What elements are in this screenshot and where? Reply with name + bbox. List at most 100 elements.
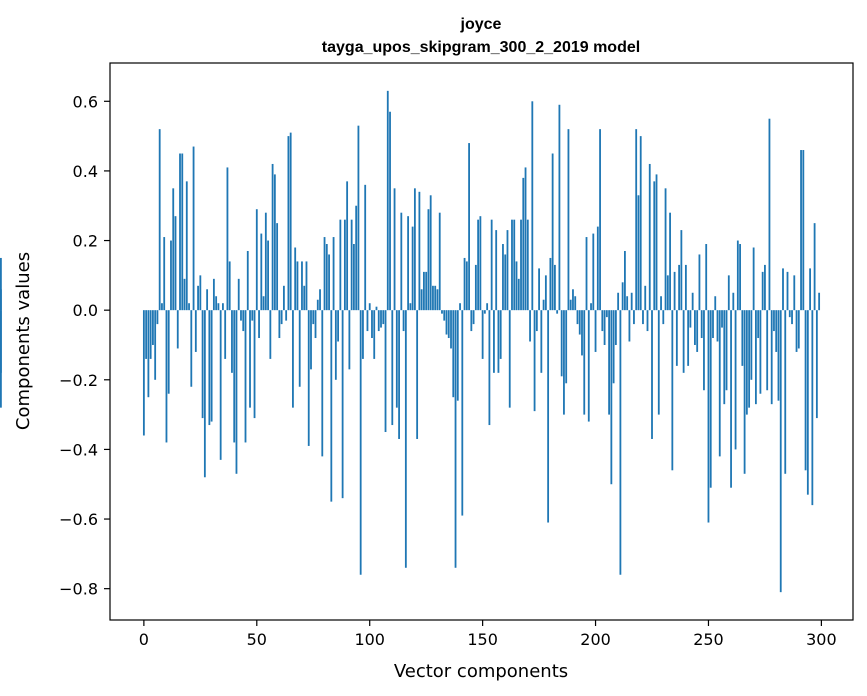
bar-161 [506, 230, 509, 311]
bar-22 [192, 146, 195, 311]
bar-175 [538, 268, 540, 311]
bar-252 [712, 310, 714, 339]
bar-208 [612, 310, 615, 384]
bar-139 [456, 310, 459, 401]
bar-215 [628, 310, 631, 342]
x-tick-label-1: 50 [247, 630, 267, 649]
bar-158 [499, 310, 502, 359]
bar-169 [524, 167, 527, 311]
bar-150 [481, 310, 484, 359]
bar-138 [454, 310, 457, 568]
bar-37 [226, 167, 229, 311]
bar-260 [730, 310, 732, 488]
bar-204 [603, 310, 606, 345]
bar-289 [795, 310, 798, 352]
bar-225 [651, 310, 653, 439]
bar-212 [621, 282, 624, 311]
bar-198 [590, 303, 592, 311]
bar-201 [596, 226, 599, 311]
bar-224 [648, 163, 651, 311]
y-axis-ticks: −0.8 −0.6 −0.4 −0.2 0.0 0.2 0.4 0.6 [59, 92, 110, 599]
bar-214 [626, 296, 629, 311]
bar-174 [535, 310, 538, 332]
bar-234 [671, 310, 674, 471]
bar-10 [165, 310, 168, 443]
bar-245 [696, 310, 699, 352]
bar-84 [332, 237, 335, 311]
bar-122 [418, 191, 421, 311]
bar-54 [264, 212, 267, 311]
bar-40 [233, 310, 236, 443]
y-tick-label-7: 0.6 [73, 92, 98, 111]
bar-263 [736, 240, 739, 311]
x-tick-label-3: 150 [467, 630, 498, 649]
bar-41 [235, 310, 238, 474]
bar-48 [251, 310, 254, 321]
bar-218 [635, 129, 638, 311]
bar-129 [434, 285, 437, 311]
bar-217 [633, 310, 635, 325]
bar-127 [429, 195, 432, 311]
bar-72 [305, 261, 308, 311]
bar-74 [310, 310, 312, 370]
bar-9 [163, 237, 166, 311]
bar-132 [441, 310, 443, 314]
chart-subtitle: tayga_upos_skipgram_300_2_2019 model [322, 39, 640, 56]
bar-124 [423, 271, 425, 311]
bar-160 [504, 254, 507, 311]
bar-18 [183, 278, 186, 311]
y-tick-label-2: −0.4 [59, 440, 98, 459]
bar-243 [691, 292, 694, 311]
bar-216 [630, 292, 633, 311]
bar-133 [443, 310, 446, 321]
bar-296 [811, 310, 814, 506]
bar-265 [741, 310, 744, 366]
bar-45 [244, 310, 247, 443]
bar-229 [660, 296, 662, 311]
bar-36 [224, 310, 227, 359]
bar-207 [610, 310, 613, 485]
bar-238 [680, 230, 683, 311]
bar-196 [585, 237, 588, 311]
bar-117 [407, 216, 410, 311]
bar-233 [669, 212, 671, 311]
bar-181 [551, 153, 554, 311]
bar-250 [707, 310, 710, 523]
bar-256 [721, 310, 723, 328]
bar-186 [563, 310, 565, 415]
bar-142 [463, 257, 466, 311]
bar-180 [549, 257, 552, 311]
bar-242 [689, 310, 692, 328]
bar-115 [402, 310, 405, 332]
bar-163 [511, 219, 513, 311]
bar-39 [231, 310, 233, 373]
bar-147 [474, 264, 477, 311]
bar-194 [581, 310, 583, 356]
bar-219 [637, 195, 640, 311]
bar-274 [761, 271, 764, 311]
x-tick-label-2: 100 [354, 630, 385, 649]
bar-50 [255, 209, 258, 311]
bar-116 [404, 310, 407, 568]
x-tick-label-0: 0 [139, 630, 149, 649]
bar-13 [172, 188, 175, 311]
bar-221 [642, 310, 644, 325]
bar-69 [298, 310, 301, 387]
bar-105 [380, 310, 382, 328]
bar-109 [389, 111, 391, 311]
bar-47 [249, 310, 251, 408]
bar-228 [657, 310, 660, 415]
bar-112 [395, 310, 398, 408]
bar-237 [678, 264, 681, 311]
bar-247 [700, 310, 703, 339]
bar-176 [540, 310, 543, 373]
bar-280 [775, 310, 778, 352]
bar-271 [754, 310, 757, 405]
bar-264 [739, 244, 741, 311]
bar-149 [479, 216, 482, 311]
bar-75 [312, 310, 315, 325]
bar-52 [260, 233, 263, 311]
bar-134 [445, 310, 448, 335]
